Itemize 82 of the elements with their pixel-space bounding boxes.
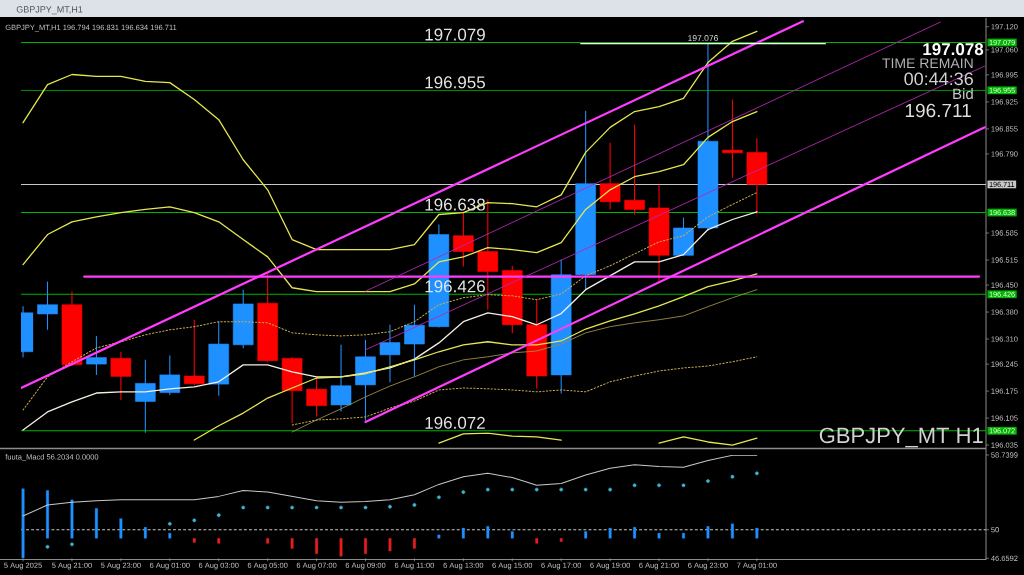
annotation: GBPJPY_MT H1 [819,427,983,448]
candlestick [86,335,107,376]
bar [535,538,539,544]
bar [70,499,74,539]
point [70,542,74,547]
candlestick [624,124,645,216]
ref-line-label: 197.079 [425,28,485,41]
candlestick [404,304,425,377]
candlestick [722,99,743,179]
bar [388,538,392,552]
bar [559,538,563,542]
bar [266,538,270,544]
line-series [193,273,758,441]
point [167,521,172,526]
bar [461,527,465,539]
point [339,505,343,510]
bar [143,527,147,539]
bar [217,538,221,544]
candlestick [135,359,156,434]
point [412,503,417,507]
point [632,483,637,488]
bar [192,538,196,543]
point [241,505,246,510]
bar [290,538,294,549]
annotation: Bid [953,88,973,100]
point [534,487,539,492]
bar [339,538,343,557]
candlestick [330,344,352,413]
annotation: 197.076 [688,35,718,42]
point [706,479,710,483]
point [510,487,515,492]
chart-title: GBPJPY_MT,H1 [16,6,83,15]
point [437,495,441,500]
candlestick [599,142,621,211]
bar [608,527,612,539]
ref-line-label: 196.072 [425,416,485,429]
ref-line-label: 196.955 [425,76,485,89]
candlestick [37,281,58,331]
candlestick [159,355,181,396]
point [290,505,294,510]
point [583,487,588,492]
bar [119,518,123,539]
ref-line-label: 196.638 [425,198,485,211]
bar [633,527,637,539]
candlestick [184,319,205,386]
bar [730,523,734,539]
bar [486,526,490,539]
bar [364,538,367,554]
bar [437,534,441,539]
point [314,505,319,510]
candlestick [110,351,132,401]
bar [755,527,759,539]
point [608,487,612,492]
annotation: 196.711 [905,103,971,118]
bar [682,533,685,539]
point [681,483,686,488]
point [363,505,368,510]
point [461,490,466,494]
bar [584,531,588,539]
annotation: 197.078 [923,43,984,56]
point [559,487,564,492]
point [192,518,197,523]
point [657,483,661,488]
point [485,487,490,492]
point [265,505,270,510]
point [388,504,392,509]
point [730,474,735,479]
bar [412,538,416,549]
bar [706,526,710,539]
point [216,513,221,518]
bar [94,508,98,539]
point [755,471,759,476]
point [45,544,50,549]
bar [315,538,319,554]
bar [21,488,25,559]
bar [657,533,661,539]
bar [46,490,49,539]
candlestick [453,212,474,268]
annotation: TIME REMAIN [882,58,973,68]
candlestick [379,324,401,383]
bar [510,531,514,539]
bar [168,533,172,539]
